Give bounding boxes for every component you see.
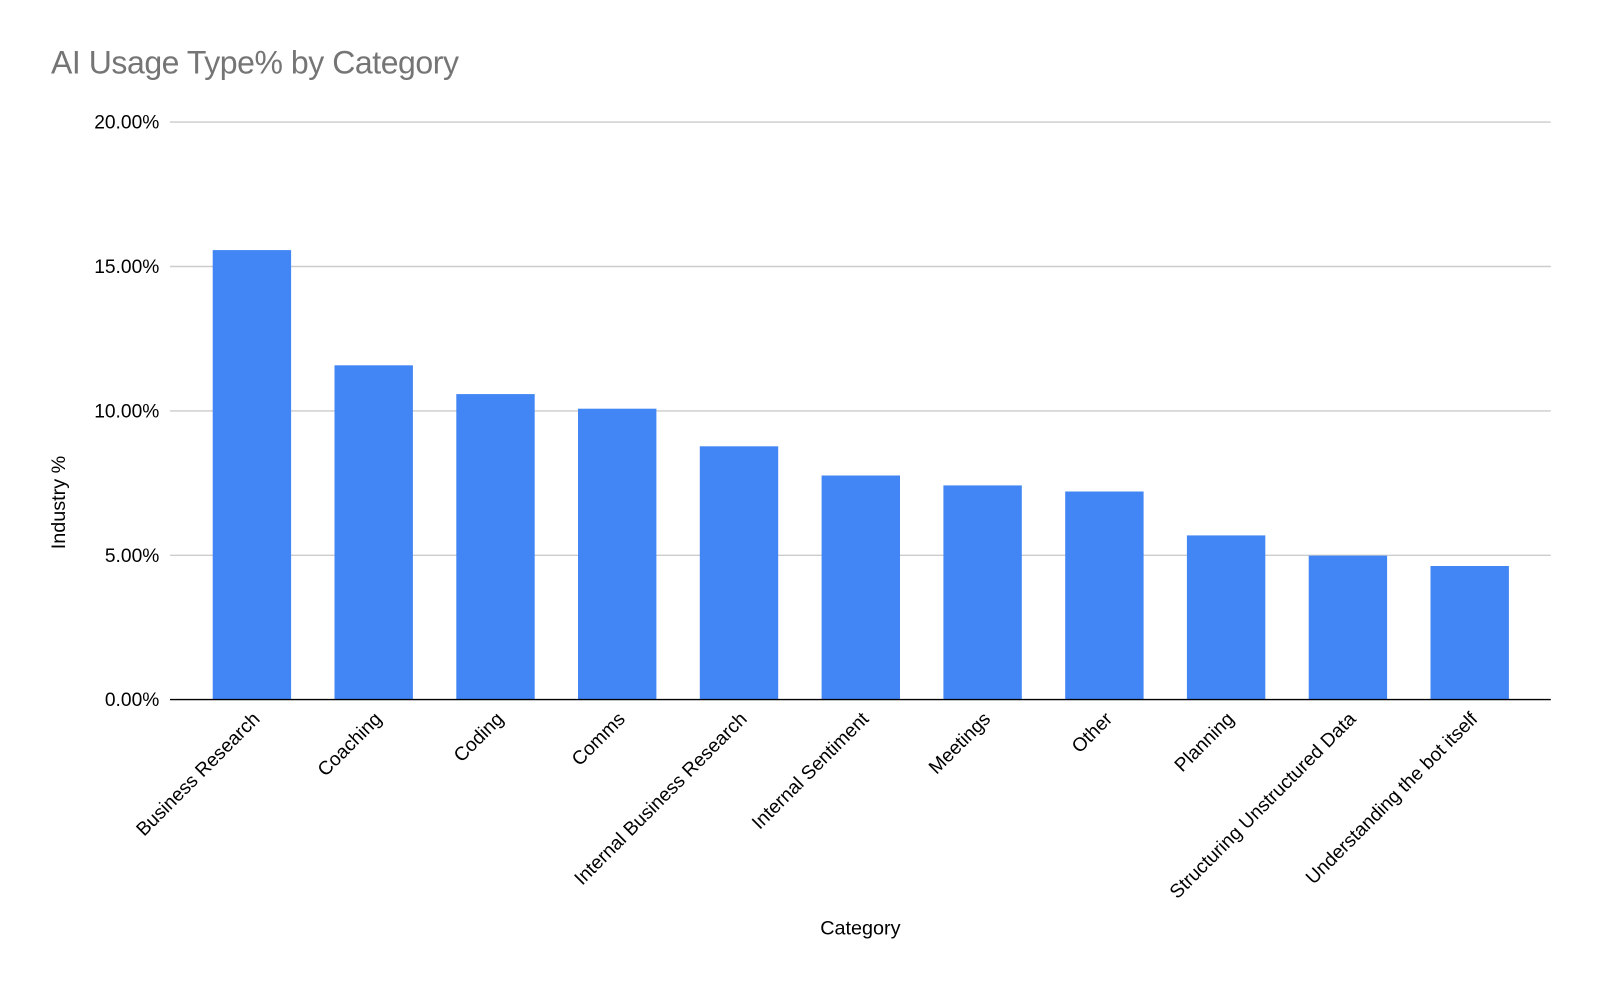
svg-text:20.00%: 20.00% (94, 113, 159, 134)
svg-text:15.00%: 15.00% (94, 257, 159, 278)
svg-text:Category: Category (820, 918, 900, 940)
svg-text:0.00%: 0.00% (105, 690, 159, 711)
svg-text:10.00%: 10.00% (94, 402, 159, 423)
svg-text:AI Usage Type% by Category: AI Usage Type% by Category (51, 45, 459, 81)
svg-text:5.00%: 5.00% (105, 546, 159, 567)
svg-text:Industry %: Industry % (48, 456, 70, 549)
